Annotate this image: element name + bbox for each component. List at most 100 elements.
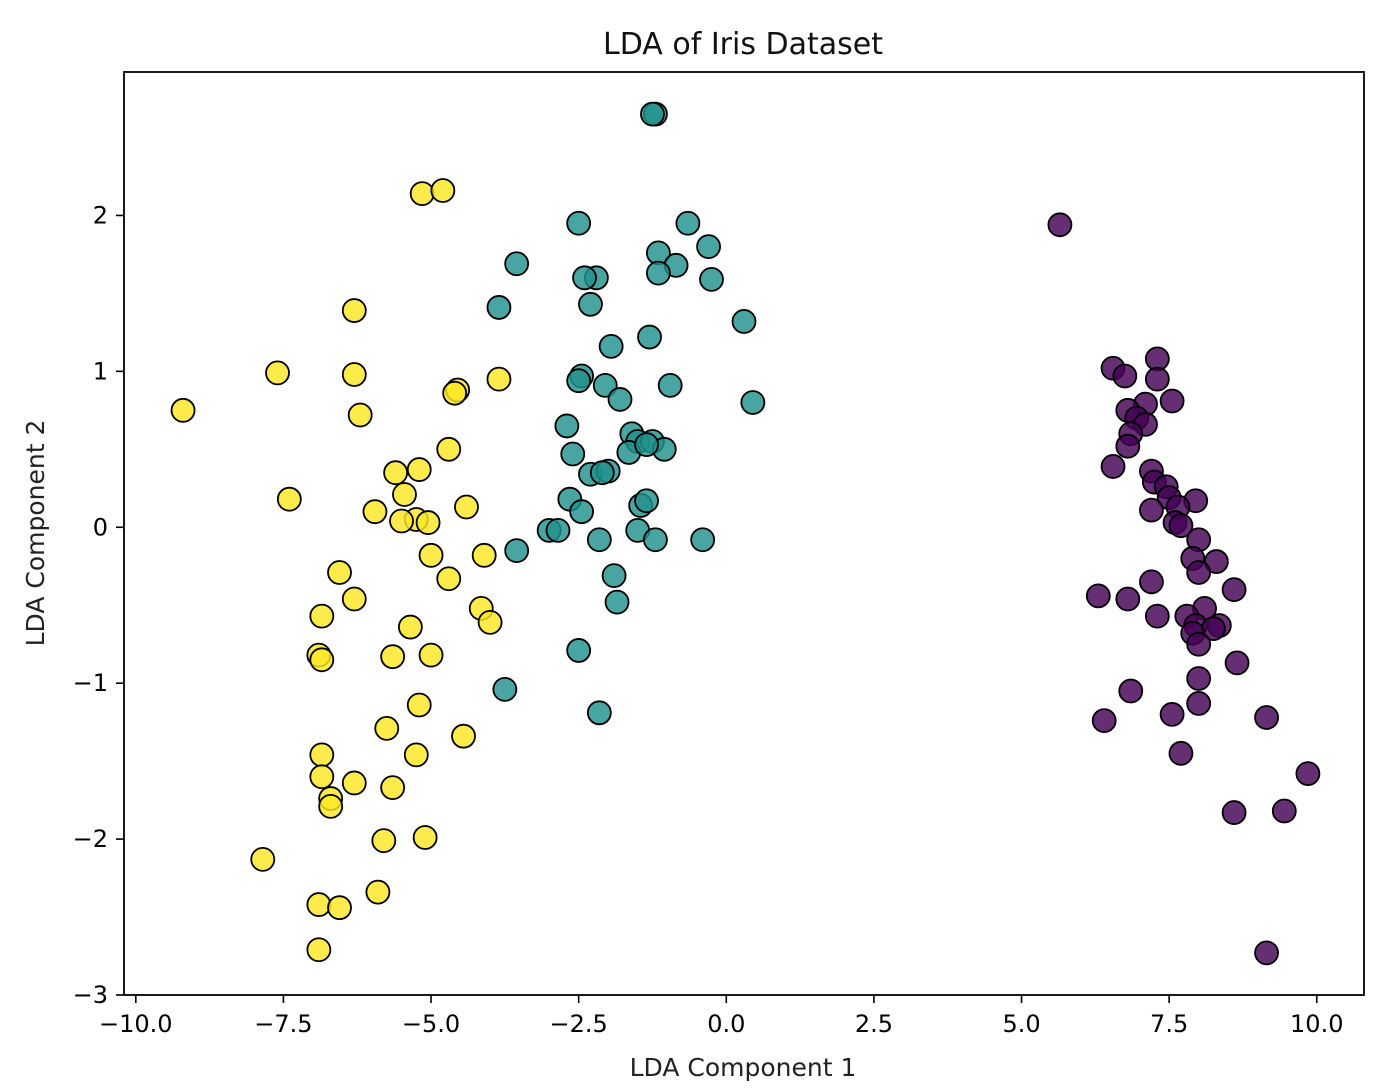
point-virginica <box>403 742 429 768</box>
y-axis-label: LDA Component 2 <box>21 420 50 647</box>
x-tick-label: 0.0 <box>707 1010 745 1038</box>
point-versicolor <box>578 291 603 317</box>
y-tick-label: 0 <box>93 513 108 541</box>
point-virginica <box>406 457 432 482</box>
point-virginica <box>380 775 406 801</box>
point-virginica <box>397 614 423 640</box>
x-tick-label: −5.0 <box>402 1010 460 1038</box>
point-virginica <box>327 895 352 921</box>
point-virginica <box>430 178 456 203</box>
point-virginica <box>306 892 332 917</box>
point-setosa <box>1221 577 1247 603</box>
x-tick-label: 7.5 <box>1150 1010 1188 1038</box>
point-versicolor <box>699 266 724 292</box>
point-virginica <box>392 482 417 507</box>
point-versicolor <box>572 265 597 291</box>
plot-frame <box>123 71 1365 996</box>
point-virginica <box>389 508 414 534</box>
series-virginica <box>170 178 512 963</box>
point-virginica <box>309 742 335 768</box>
point-versicolor <box>566 638 592 663</box>
point-virginica <box>341 770 367 796</box>
y-tick-label: −1 <box>73 669 108 697</box>
point-setosa <box>1295 761 1321 787</box>
point-virginica <box>170 397 196 423</box>
point-versicolor <box>589 460 615 486</box>
point-versicolor <box>601 563 627 588</box>
point-virginica <box>309 603 335 629</box>
point-versicolor <box>566 210 592 236</box>
point-setosa <box>1203 549 1229 574</box>
point-virginica <box>436 566 462 592</box>
point-virginica <box>276 486 302 512</box>
point-setosa <box>1168 513 1194 539</box>
point-versicolor <box>740 390 766 415</box>
point-virginica <box>341 362 367 387</box>
x-axis-label: LDA Component 1 <box>630 1053 857 1082</box>
y-axis: −3 −2 −1 0 1 2 <box>73 201 124 1009</box>
point-versicolor <box>586 527 612 553</box>
point-versicolor <box>560 441 586 467</box>
point-virginica <box>250 846 276 872</box>
point-versicolor <box>607 387 633 412</box>
point-virginica <box>318 793 344 819</box>
y-tick-label: 2 <box>93 201 108 229</box>
series-versicolor <box>486 101 766 726</box>
point-virginica <box>362 499 388 525</box>
point-versicolor <box>645 260 671 286</box>
point-virginica <box>347 402 373 428</box>
point-setosa <box>1112 363 1138 389</box>
point-virginica <box>365 879 391 905</box>
x-tick-label: 10.0 <box>1290 1010 1343 1038</box>
point-setosa <box>1144 366 1170 392</box>
point-versicolor <box>657 372 683 398</box>
y-tick-label: −2 <box>73 825 108 853</box>
point-virginica <box>409 181 435 207</box>
x-tick-label: −10.0 <box>99 1010 173 1038</box>
x-tick-label: −2.5 <box>550 1010 608 1038</box>
point-versicolor <box>690 527 716 553</box>
point-virginica <box>406 692 432 718</box>
point-setosa <box>1186 666 1212 691</box>
point-versicolor <box>634 432 659 458</box>
y-tick-label: 1 <box>93 357 108 385</box>
point-virginica <box>415 510 441 535</box>
point-versicolor <box>569 499 595 525</box>
point-setosa <box>1221 800 1247 825</box>
point-virginica <box>374 715 400 741</box>
x-tick-label: 2.5 <box>855 1010 893 1038</box>
point-virginica <box>418 542 444 568</box>
x-tick-label: −7.5 <box>254 1010 312 1038</box>
point-setosa <box>1085 583 1111 609</box>
point-setosa <box>1159 388 1185 414</box>
point-versicolor <box>675 210 701 236</box>
point-virginica <box>418 642 444 668</box>
point-setosa <box>1168 740 1194 766</box>
point-setosa <box>1091 708 1117 733</box>
y-tick-label: −3 <box>73 981 108 1009</box>
point-versicolor <box>566 368 592 394</box>
point-virginica <box>341 298 367 323</box>
point-versicolor <box>598 334 624 359</box>
point-versicolor <box>643 527 668 553</box>
point-virginica <box>442 380 468 406</box>
point-versicolor <box>696 234 721 260</box>
point-virginica <box>309 764 335 790</box>
point-setosa <box>1186 631 1212 657</box>
point-virginica <box>486 366 512 392</box>
point-versicolor <box>634 488 659 514</box>
point-setosa <box>1100 454 1126 479</box>
scatter-points <box>170 101 1321 966</box>
point-versicolor <box>637 324 662 350</box>
point-setosa <box>1139 569 1164 595</box>
point-virginica <box>454 494 479 520</box>
point-virginica <box>383 460 409 486</box>
point-setosa <box>1186 691 1212 716</box>
point-virginica <box>471 542 497 568</box>
point-virginica <box>341 586 367 612</box>
point-virginica <box>451 723 476 749</box>
point-virginica <box>309 647 335 673</box>
point-setosa <box>1271 798 1297 824</box>
point-virginica <box>265 360 290 386</box>
